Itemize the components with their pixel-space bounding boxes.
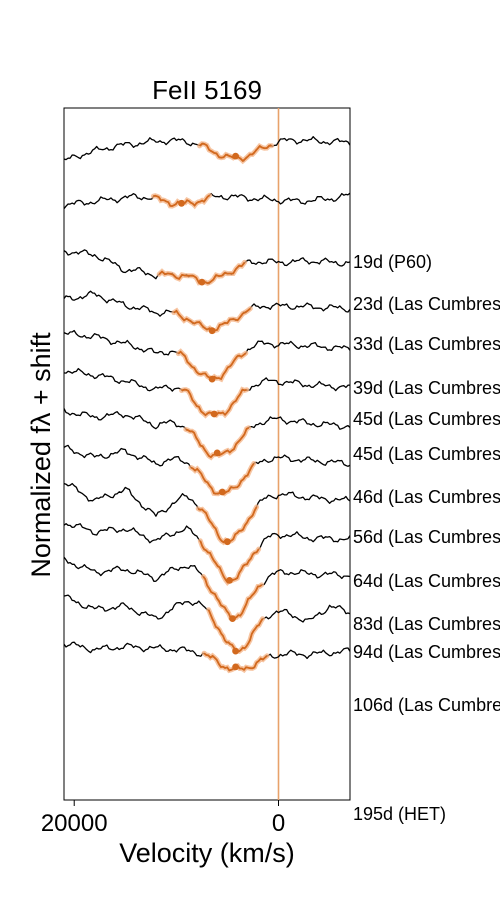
velocity-minimum-point-9 — [224, 538, 231, 545]
velocity-minimum-point-2 — [178, 200, 185, 207]
epoch-label-1: 19d (P60) — [353, 252, 432, 272]
velocity-minimum-point-3 — [199, 279, 206, 286]
fit-band-5 — [178, 352, 245, 379]
fits-group — [153, 144, 271, 671]
epoch-labels: 19d (P60) 23d (Las Cumbres) 33d (Las Cumbr… — [353, 252, 500, 824]
velocity-minimum-point-11 — [229, 615, 236, 622]
velocity-minimum-point-10 — [226, 577, 233, 584]
epoch-label-11: 94d (Las Cumbres) — [353, 642, 500, 662]
epoch-label-5: 45d (Las Cumbres) — [353, 409, 500, 429]
spectrum-line-12 — [64, 595, 350, 651]
epoch-label-13: 195d (HET) — [353, 804, 446, 824]
epoch-label-9: 64d (Las Cumbres) — [353, 571, 500, 591]
y-axis-label: Normalized fλ + shift — [26, 332, 56, 578]
x-tick-label-1: 20000 — [41, 810, 108, 837]
spectrum-line-4 — [64, 291, 350, 331]
x-axis-ticks: 20000 0 — [41, 800, 285, 837]
epoch-label-8: 56d (Las Cumbres) — [353, 527, 500, 547]
epoch-label-2: 23d (Las Cumbres) — [353, 294, 500, 314]
velocity-minimum-point-6 — [211, 411, 218, 418]
spectrum-line-3 — [64, 250, 350, 284]
epoch-label-7: 46d (Las Cumbres) — [353, 487, 500, 507]
velocity-minimum-point-12 — [232, 648, 239, 655]
x-tick-label-2: 0 — [272, 810, 285, 837]
chart-title: FeII 5169 — [152, 75, 262, 105]
epoch-label-10: 83d (Las Cumbres) — [353, 614, 500, 634]
velocity-minimum-point-1 — [232, 153, 239, 160]
epoch-label-12: 106d (Las Cumbres) — [353, 695, 500, 715]
spectra-group — [64, 137, 350, 671]
velocity-minimum-point-4 — [209, 327, 216, 334]
x-axis-label: Velocity (km/s) — [119, 838, 295, 868]
epoch-label-4: 39d (Las Cumbres) — [353, 378, 500, 398]
velocity-minimum-point-13 — [232, 664, 239, 671]
velocity-minimum-point-7 — [214, 450, 221, 457]
velocity-minimum-point-5 — [209, 376, 216, 383]
velocity-minimum-point-8 — [219, 489, 226, 496]
epoch-label-3: 33d (Las Cumbres) — [353, 334, 500, 354]
epoch-label-6: 45d (Las Cumbres) — [353, 444, 500, 464]
fit-band-9 — [198, 507, 256, 542]
fit-band-10 — [200, 541, 258, 583]
